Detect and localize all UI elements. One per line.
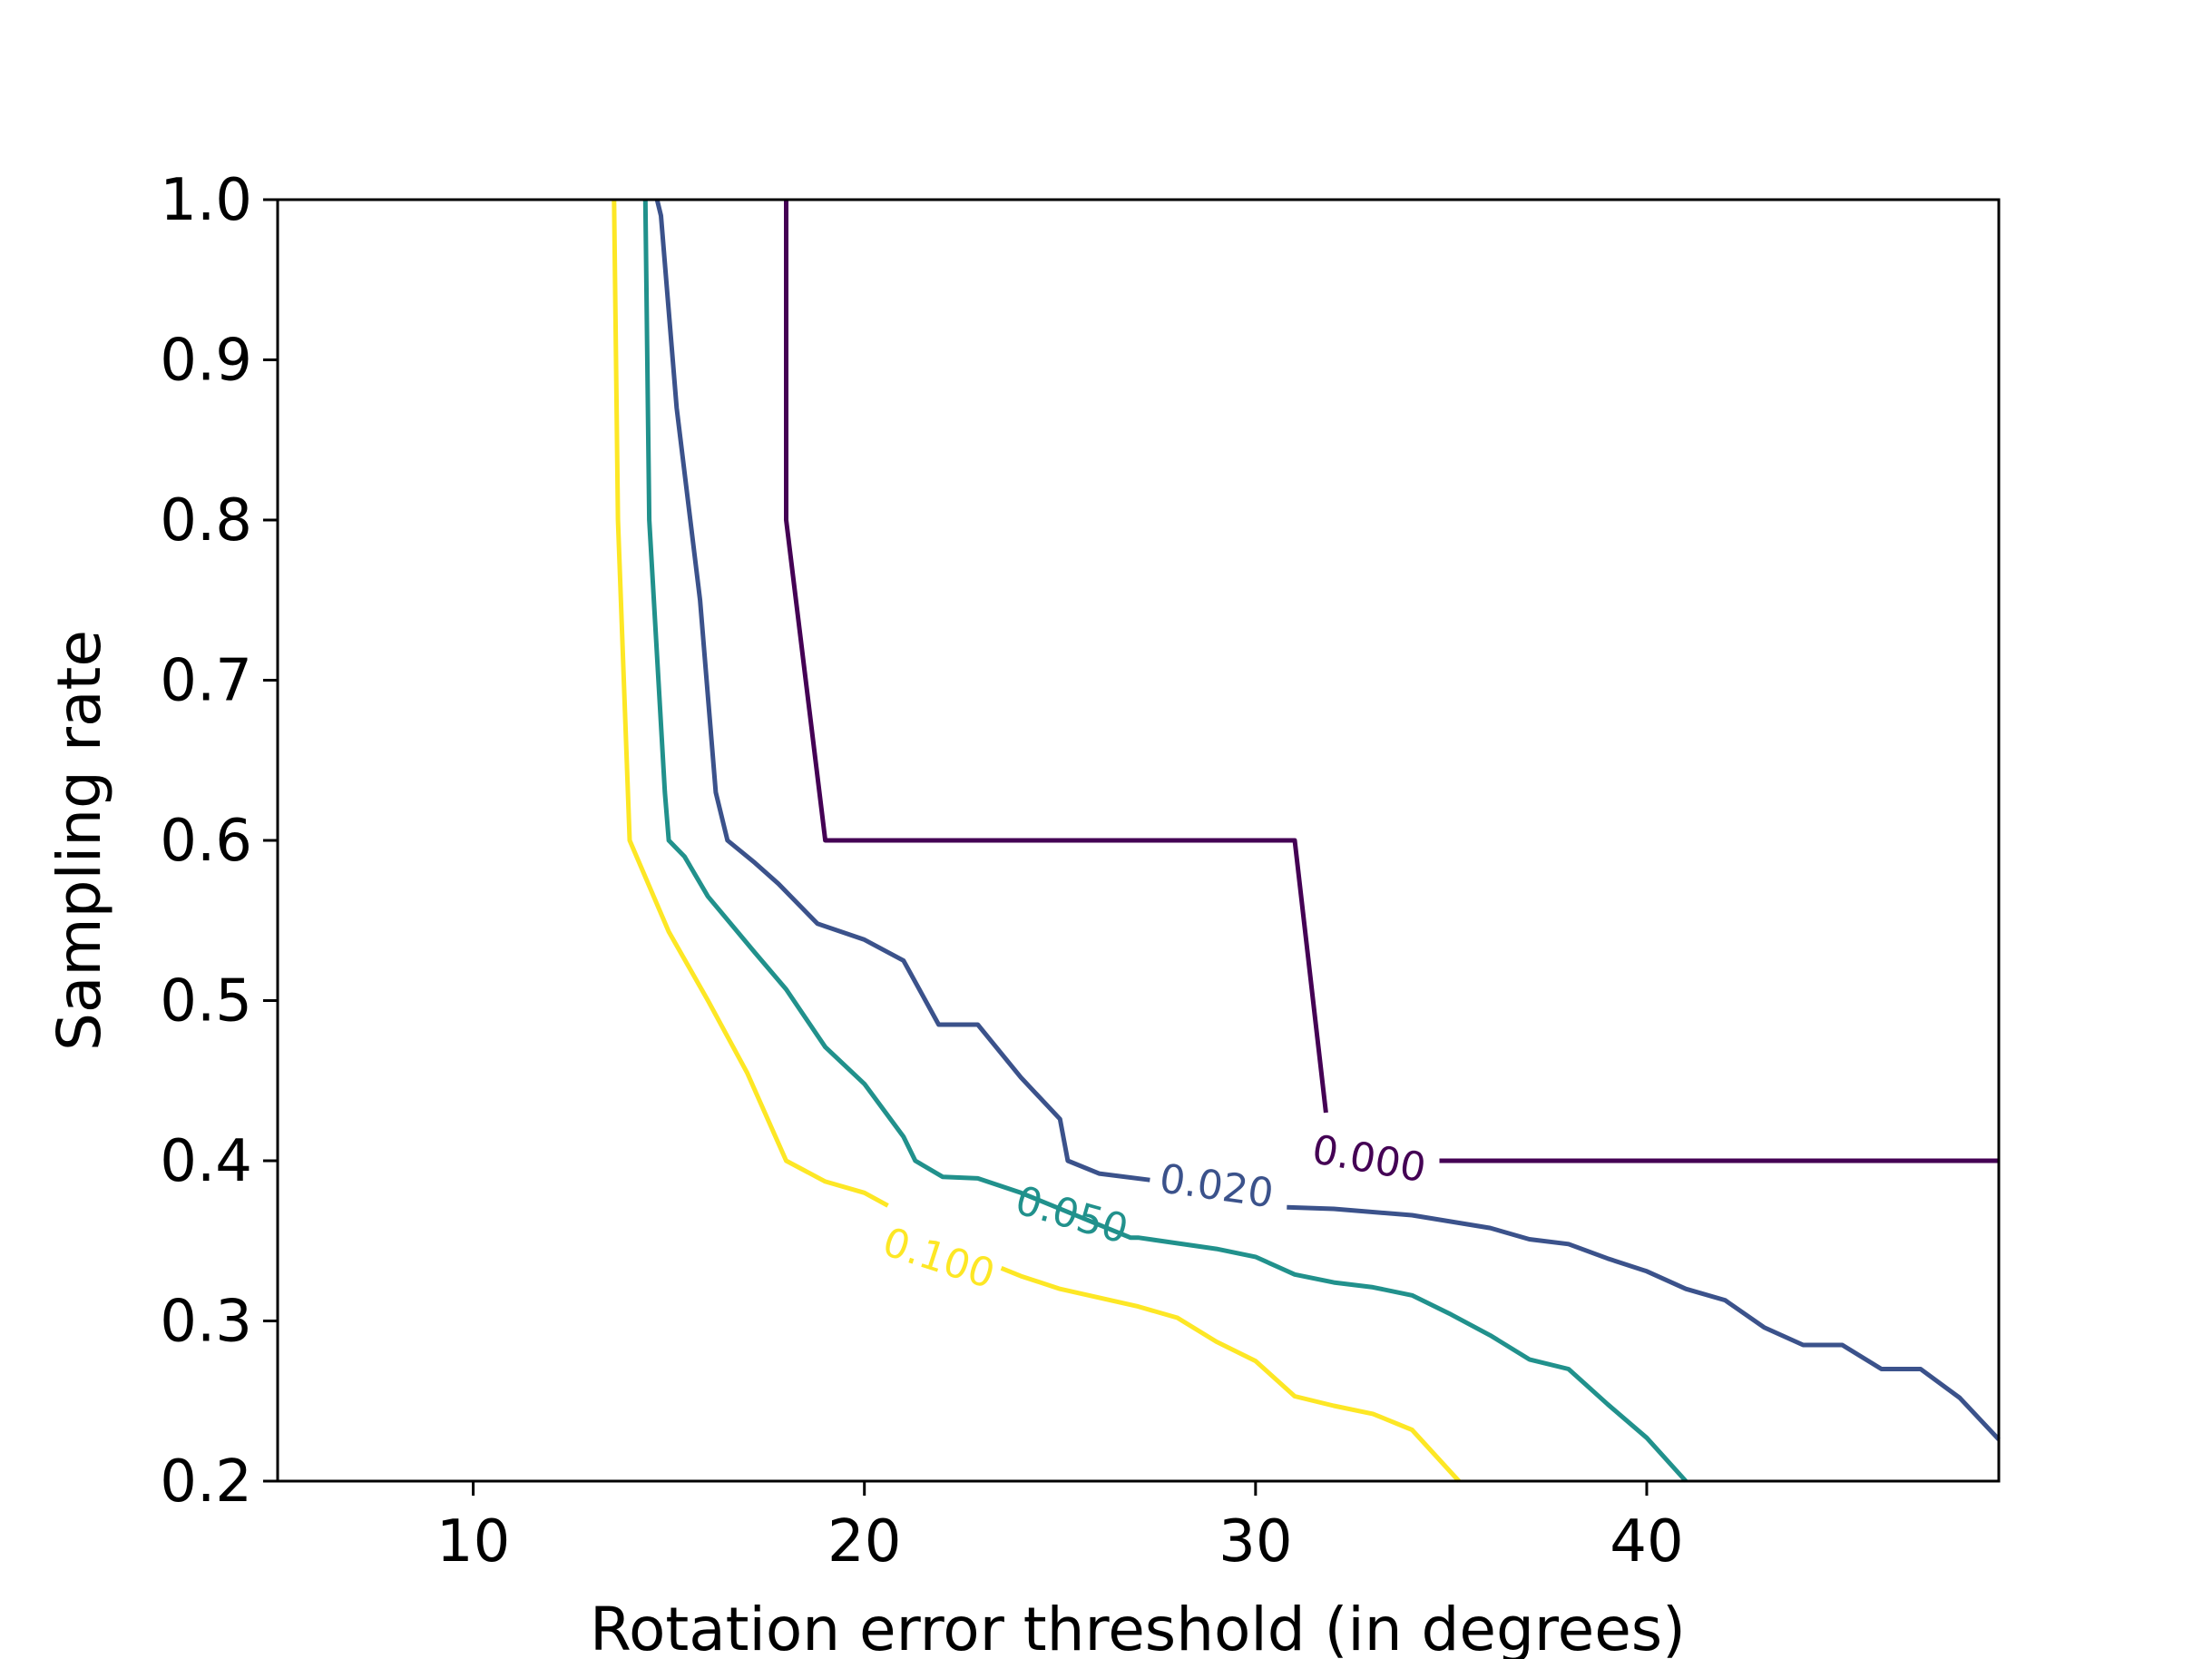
- y-tick-label: 0.5: [160, 968, 252, 1036]
- contour-line-0.000: [784, 200, 1328, 1114]
- contour-line-0.020: [1287, 1204, 2001, 1441]
- y-tick-label: 0.8: [160, 487, 252, 555]
- y-tick-label: 1.0: [160, 167, 252, 234]
- contour-lines: [612, 199, 2001, 1483]
- x-axis-label: Rotation error threshold (in degrees): [590, 1595, 1686, 1659]
- x-tick-label: 10: [436, 1508, 510, 1576]
- y-tick-label: 0.4: [160, 1128, 252, 1195]
- y-tick-label: 0.7: [160, 648, 252, 715]
- contour-line-0.050: [642, 199, 1688, 1483]
- contour-line-0.020: [654, 199, 1150, 1183]
- x-tick-label: 30: [1219, 1508, 1292, 1576]
- y-tick-label: 0.6: [160, 808, 252, 875]
- y-axis: 0.2 0.3 0.4 0.5 0.6 0.7 0.8 0.9 1.0: [160, 167, 278, 1516]
- x-tick-label: 20: [827, 1508, 901, 1576]
- contour-line-0.100: [1000, 1265, 1461, 1483]
- y-tick-label: 0.3: [160, 1289, 252, 1356]
- contour-line-0.100: [612, 199, 889, 1208]
- y-tick-label: 0.2: [160, 1448, 252, 1516]
- y-axis-label: Sampling rate: [44, 630, 114, 1051]
- x-axis: 10 20 30 40: [436, 1481, 1684, 1576]
- x-tick-label: 40: [1610, 1508, 1683, 1576]
- y-tick-label: 0.9: [160, 328, 252, 395]
